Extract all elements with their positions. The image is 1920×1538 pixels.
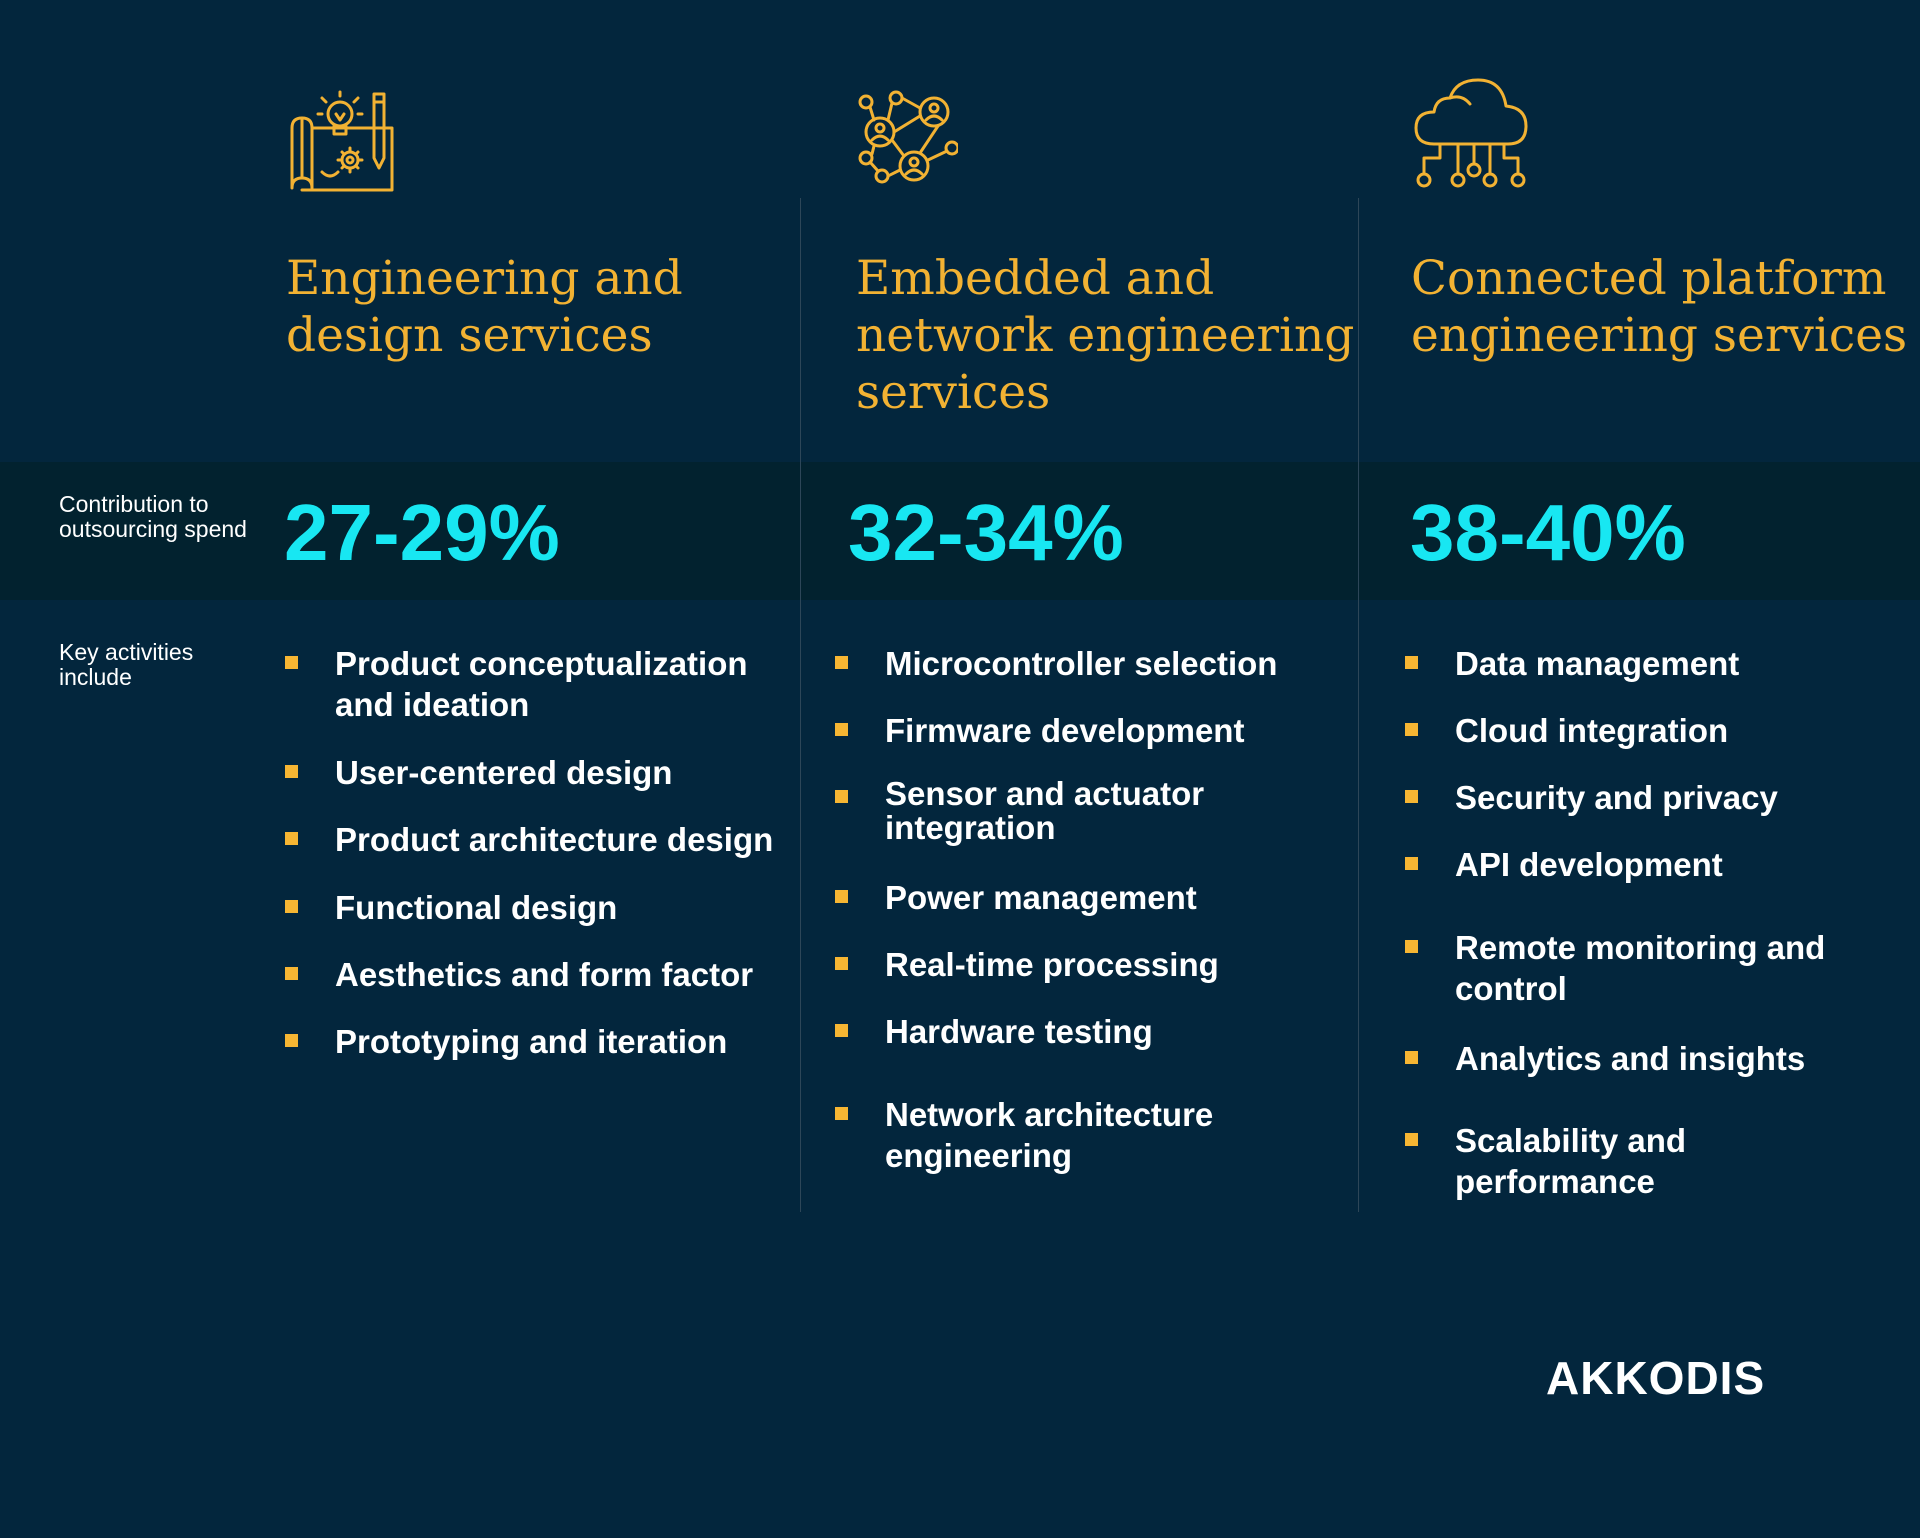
activity-text: Remote monitoring and control xyxy=(1455,929,1826,1007)
list-item: Data management xyxy=(1405,643,1740,684)
activity-text: Security and privacy xyxy=(1455,779,1778,816)
bullet-square-icon xyxy=(1405,656,1418,669)
bullet-square-icon xyxy=(1405,1133,1418,1146)
list-item: Network architecture engineering xyxy=(835,1094,1214,1176)
bullet-square-icon xyxy=(1405,723,1418,736)
bullet-square-icon xyxy=(1405,790,1418,803)
list-item: API development xyxy=(1405,844,1723,885)
bullet-square-icon xyxy=(835,656,848,669)
bullet-square-icon xyxy=(285,900,298,913)
activity-text: API development xyxy=(1455,846,1723,883)
bullet-square-icon xyxy=(835,957,848,970)
contribution-row-label: Contribution to outsourcing spend xyxy=(59,491,247,542)
title-line: Embedded and xyxy=(856,251,1215,306)
activity-text: Power management xyxy=(885,879,1197,916)
activity-text: Product conceptualization and ideation xyxy=(335,645,748,723)
title-line: Connected platform xyxy=(1411,251,1887,306)
activities-row-label: Key activities include xyxy=(59,639,194,690)
column-title-embedded: Embedded and network engineering service… xyxy=(856,250,1354,421)
title-line: services xyxy=(856,365,1051,420)
bullet-square-icon xyxy=(285,765,298,778)
blueprint-lightbulb-gear-pencil-icon xyxy=(288,88,398,194)
activity-text: User-centered design xyxy=(335,754,673,791)
list-item: Functional design xyxy=(285,887,618,928)
list-item: Sensor and actuator integration xyxy=(835,775,1205,846)
logo-mark: AKKODIS xyxy=(1546,1352,1765,1404)
activity-text: Prototyping and iteration xyxy=(335,1023,728,1060)
list-item: Firmware development xyxy=(835,710,1245,751)
column-title-engineering: Engineering and design services xyxy=(286,250,683,364)
list-item: Hardware testing xyxy=(835,1011,1153,1052)
cloud-circuit-icon xyxy=(1412,78,1530,190)
list-item: Scalability and performance xyxy=(1405,1120,1687,1202)
list-item: Prototyping and iteration xyxy=(285,1021,728,1062)
activity-text: Network architecture engineering xyxy=(885,1096,1214,1174)
activity-text: Data management xyxy=(1455,645,1740,682)
list-item: Product architecture design xyxy=(285,819,774,860)
activity-text: Cloud integration xyxy=(1455,712,1729,749)
title-line: design services xyxy=(286,308,653,363)
column-title-connected: Connected platform engineering services xyxy=(1411,250,1907,364)
contribution-band xyxy=(0,462,1920,600)
list-item: Power management xyxy=(835,877,1197,918)
list-item: User-centered design xyxy=(285,752,673,793)
bullet-square-icon xyxy=(835,1107,848,1120)
bullet-square-icon xyxy=(285,967,298,980)
activity-text: Scalability and performance xyxy=(1455,1122,1687,1200)
bullet-square-icon xyxy=(285,656,298,669)
column-divider xyxy=(1358,198,1359,1212)
activity-text: Real-time processing xyxy=(885,946,1219,983)
list-item: Security and privacy xyxy=(1405,777,1778,818)
bullet-square-icon xyxy=(1405,940,1418,953)
bullet-square-icon xyxy=(835,890,848,903)
logo-text: AKKODIS xyxy=(1546,1356,1765,1400)
title-line: Engineering and xyxy=(286,251,683,306)
activity-text: Microcontroller selection xyxy=(885,645,1278,682)
bullet-square-icon xyxy=(835,723,848,736)
column-divider xyxy=(800,198,801,1212)
list-item: Analytics and insights xyxy=(1405,1038,1806,1079)
list-item: Product conceptualization and ideation xyxy=(285,643,748,725)
activity-text: Hardware testing xyxy=(885,1013,1153,1050)
activity-text: Firmware development xyxy=(885,712,1245,749)
list-item: Remote monitoring and control xyxy=(1405,927,1826,1009)
bullet-square-icon xyxy=(285,1034,298,1047)
contribution-percentage: 32-34% xyxy=(848,488,1124,577)
activity-text: Functional design xyxy=(335,889,618,926)
bullet-square-icon xyxy=(285,832,298,845)
list-item: Cloud integration xyxy=(1405,710,1729,751)
list-item: Real-time processing xyxy=(835,944,1219,985)
bullet-square-icon xyxy=(835,790,848,803)
akkodis-logo: AKKODIS xyxy=(1546,1352,1832,1405)
activity-text: Product architecture design xyxy=(335,821,774,858)
bullet-square-icon xyxy=(835,1024,848,1037)
list-item: Microcontroller selection xyxy=(835,643,1278,684)
title-line: engineering services xyxy=(1411,308,1908,363)
title-line: network engineering xyxy=(856,308,1355,363)
activity-text: Analytics and insights xyxy=(1455,1040,1806,1077)
bullet-square-icon xyxy=(1405,1051,1418,1064)
contribution-percentage: 27-29% xyxy=(284,488,560,577)
activity-text: Aesthetics and form factor xyxy=(335,956,754,993)
bullet-square-icon xyxy=(1405,857,1418,870)
activity-text: Sensor and actuator integration xyxy=(885,775,1205,846)
network-people-icon xyxy=(858,90,958,186)
contribution-percentage: 38-40% xyxy=(1410,488,1686,577)
list-item: Aesthetics and form factor xyxy=(285,954,754,995)
